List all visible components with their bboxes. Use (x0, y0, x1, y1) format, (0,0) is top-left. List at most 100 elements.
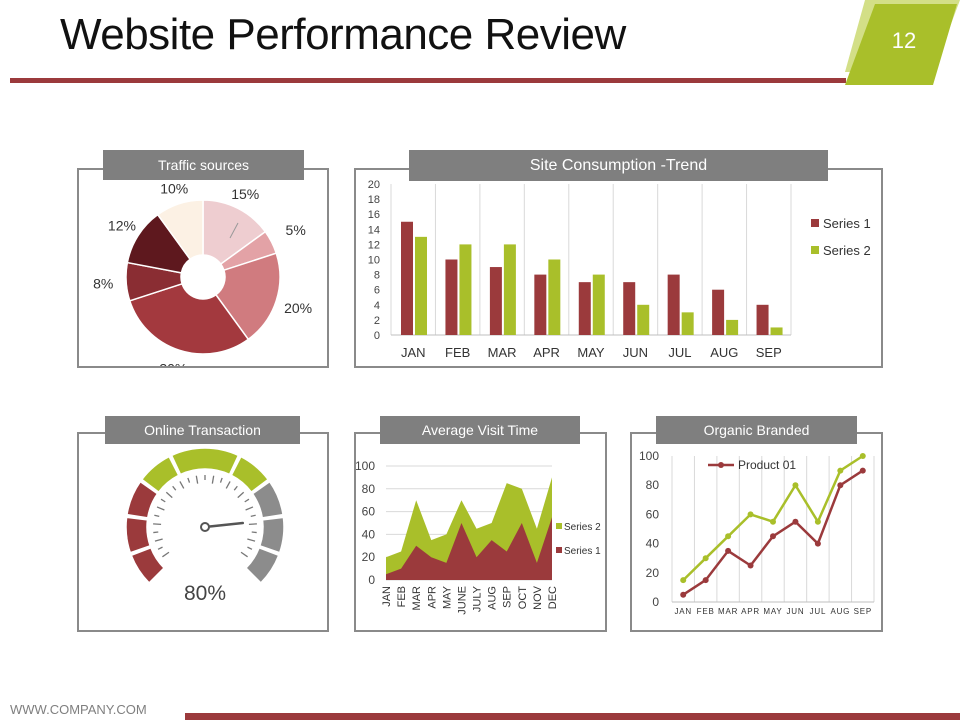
pie-leader-line (229, 222, 239, 239)
line-x-tick-aug: AUG (830, 607, 850, 616)
bar-legend-label-1: Series 1 (823, 216, 871, 231)
line-point-s2-may (770, 518, 776, 525)
area-legend-label-2: Series 2 (564, 522, 601, 533)
area-x-tick-nov: NOV (532, 585, 544, 610)
gauge-tick-2 (154, 538, 163, 542)
line-y-tick-0: 0 (652, 595, 659, 609)
pie-label-6: 12% (108, 218, 136, 234)
gauge-tick-21 (250, 514, 256, 517)
online-transaction-gauge: 80% (125, 447, 285, 605)
gauge-tick-24 (247, 538, 256, 542)
bar-x-tick-jun: JUN (623, 345, 648, 360)
bar-series2-mar (503, 244, 516, 335)
bar-y-tick-2: 4 (374, 300, 380, 312)
pie-label-4: 30% (159, 360, 187, 366)
bar-series2-jun (637, 304, 650, 335)
page-number-badge (845, 0, 960, 85)
bar-x-tick-feb: FEB (445, 345, 470, 360)
bar-x-tick-jul: JUL (668, 345, 691, 360)
line-y-tick-3: 60 (646, 507, 660, 521)
line-x-tick-feb: FEB (697, 607, 715, 616)
area-x-tick-feb: FEB (396, 586, 408, 607)
bar-series1-aug (712, 289, 725, 335)
pie-label-3: 20% (284, 300, 312, 316)
gauge-segment-8 (258, 516, 285, 554)
bar-y-tick-3: 6 (374, 285, 380, 297)
line-point-s1-jul (814, 540, 821, 547)
bar-legend-label-2: Series 2 (823, 243, 871, 258)
pie-slice-4 (128, 282, 250, 355)
gauge-tick-12 (195, 475, 199, 484)
gauge-tick-25 (247, 546, 253, 550)
line-point-s2-apr (747, 511, 754, 518)
line-point-s1-sep (859, 467, 866, 474)
gauge-tick-26 (240, 551, 248, 558)
line-point-s1-mar (725, 547, 732, 554)
line-y-tick-2: 40 (646, 537, 660, 551)
area-y-tick-5: 100 (356, 459, 375, 473)
page-number: 12 (891, 28, 917, 53)
gauge-tick-7 (160, 498, 166, 503)
gauge-tick-16 (225, 481, 231, 489)
line-point-s2-mar (725, 533, 732, 540)
bar-y-tick-0: 0 (374, 330, 380, 342)
average-visit-chart: 0 20 40 60 80 100 JAN FEB MAR APR MAY JUNE JULY AUG SE… (356, 459, 601, 615)
area-y-tick-3: 60 (362, 505, 376, 519)
traffic-sources-title: Traffic sources (103, 150, 304, 180)
gauge-tick-9 (172, 485, 177, 491)
bar-series2-aug (726, 319, 739, 335)
line-point-s2-feb (702, 555, 709, 562)
gauge-value-label: 80% (184, 582, 226, 605)
line-point-s1-may (770, 533, 776, 540)
bar-legend-swatch-1 (811, 219, 819, 227)
gauge-tick-0 (162, 551, 170, 558)
gauge-tick-23 (251, 531, 257, 534)
line-x-tick-jun: JUN (786, 607, 804, 616)
bar-series2-jan (415, 236, 427, 335)
title-underline (10, 78, 846, 83)
average-visit-title: Average Visit Time (380, 416, 580, 444)
area-x-tick-may: MAY (441, 585, 453, 609)
bar-y-tick-10: 20 (368, 179, 380, 191)
area-x-tick-july: JULY (472, 585, 484, 612)
area-series-1 (386, 517, 552, 580)
bar-y-tick-6: 12 (368, 239, 380, 251)
badge-front-shape (845, 4, 957, 85)
line-point-s1-apr (747, 562, 754, 569)
organic-branded-chart: 0 20 40 60 80 100 JAN FEB MAR APR MAY JUN JUL AUG SEP P… (639, 449, 875, 616)
gauge-tick-15 (219, 477, 223, 483)
pie-slice-3 (214, 252, 281, 341)
bar-series1-sep (756, 304, 769, 335)
pie-label-2: 5% (286, 222, 306, 238)
line-x-tick-may: MAY (763, 607, 782, 616)
area-legend-swatch-2 (556, 523, 562, 529)
area-legend-label-1: Series 1 (564, 546, 601, 557)
bar-y-tick-8: 16 (368, 209, 380, 221)
area-x-tick-jan: JAN (381, 586, 393, 607)
line-point-s1-feb (702, 577, 709, 584)
gauge-segment-9 (244, 546, 280, 584)
area-y-tick-2: 40 (362, 527, 376, 541)
line-point-s2-jul (814, 518, 821, 525)
bar-series2-sep (770, 327, 783, 335)
gauge-tick-6 (156, 506, 165, 511)
bar-series2-jul (681, 312, 694, 335)
bar-series2-apr (548, 259, 561, 335)
footer-rule (185, 713, 960, 720)
gauge-tick-5 (154, 514, 160, 517)
area-y-tick-1: 20 (362, 550, 376, 564)
bar-x-tick-aug: AUG (710, 345, 738, 360)
bar-series1-feb (445, 259, 458, 335)
traffic-sources-chart: 15% 5% 20% 30% 8% 12% 10% (93, 182, 312, 366)
line-point-s2-aug (837, 467, 844, 474)
pie-label-1: 15% (231, 186, 259, 202)
bar-y-tick-7: 14 (368, 224, 380, 236)
bar-y-tick-5: 10 (368, 255, 380, 267)
bar-series2-feb (459, 244, 472, 335)
bar-series1-jan (401, 221, 413, 335)
line-series-1 (682, 469, 864, 596)
area-legend-swatch-1 (556, 547, 562, 553)
online-transaction-title: Online Transaction (105, 416, 300, 444)
gauge-segment-2 (125, 516, 152, 554)
gauge-tick-11 (187, 477, 191, 483)
